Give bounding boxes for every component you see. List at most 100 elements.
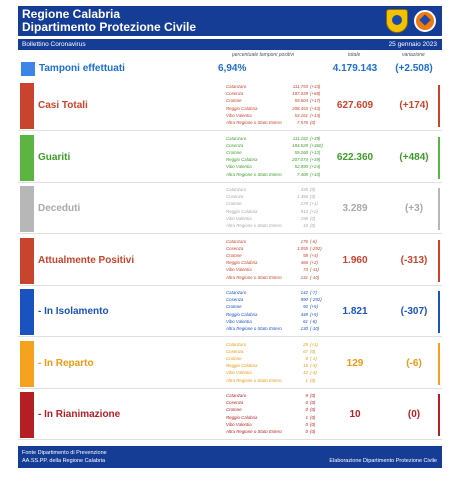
province-row: Crotone 59.604 (+17) [226,98,326,104]
province-delta: (+17) [310,98,321,104]
province-row: Vibo Valentia 0 (0) [226,422,326,428]
province-value: 435 [300,187,308,192]
province-row: Catanzaro 435 (0) [226,187,326,193]
footer-source-line2: AA.SS.PP. della Regione Calabria [22,458,106,464]
province-row: Reggio Calabria 466 (+2) [226,260,326,266]
footer-source-line1: Fonte Dipartimento di Prevenzione [22,450,107,456]
province-value: 278 [300,201,308,207]
province-delta: (-10) [310,274,320,280]
province-delta: (+2) [310,260,318,266]
province-value: 207.074 [292,157,308,163]
province-value: 50 [303,304,308,310]
province-value: 53.161 [294,112,308,118]
province-name: Reggio Calabria [226,260,258,266]
province-value: 16 [303,223,308,228]
province-value: 0 [305,421,308,427]
section-edge-accent [438,239,440,282]
province-row: Catanzaro 111.182 (+39) [226,136,326,142]
province-delta: (+33) [310,84,321,89]
province-name: Crotone [226,98,242,104]
province-name: Vibo Valentia [226,267,252,273]
province-name: Cosenza [226,91,244,97]
section-row: - In Isolamento Catanzaro 142 (-7) Cosenza 99… [18,289,442,337]
province-delta: (+24) [310,164,321,170]
province-name: Catanzaro [226,84,247,89]
province-name: Reggio Calabria [226,414,258,420]
province-name: Cosenza [226,297,244,303]
section-divider [18,181,442,183]
column-header-total: totale [348,52,361,58]
province-value: 1.456 [297,194,308,200]
tamponi-color-bar [21,62,35,76]
province-delta: (0) [310,414,316,420]
section-total: 627.609 [336,100,374,111]
province-delta: (-292) [310,297,322,303]
section-color-bar [20,340,34,387]
column-header-pct: percentuale tamponi positivi [232,52,294,58]
province-row: Cosenza 990 (-292) [226,297,326,303]
province-name: Catanzaro [226,238,247,244]
province-delta: (0) [310,348,316,354]
province-row: Cosenza 187.039 (+68) [226,91,326,97]
province-value: 466 [300,260,308,266]
section-color-bar [20,134,34,181]
section-divider [18,387,442,389]
province-row: Vibo Valentia 198 (0) [226,216,326,222]
province-list: Catanzaro 142 (-7) Cosenza 990 (-292) Crotone 5… [226,290,326,334]
province-delta: (0) [310,400,316,406]
section-color-bar [20,83,34,129]
province-name: Catanzaro [226,135,247,141]
section-total: 622.360 [336,151,374,163]
province-value: 52.890 [294,164,308,170]
province-value: 0 [305,400,308,406]
section-variation: (+174) [399,100,429,111]
province-delta: (+5) [310,311,318,317]
section-variation: (0) [407,409,421,420]
province-value: 61 [303,318,308,324]
province-delta: (+4) [310,252,318,258]
province-row: Cosenza 184.528 (+360) [226,143,326,149]
province-value: 208.453 [292,105,308,111]
province-name: Vibo Valentia [226,164,252,170]
province-delta: (+1) [310,201,318,207]
section-color-bar [20,289,34,335]
province-value: 111.182 [292,135,308,141]
section-total: 129 [346,357,364,369]
province-value: 9 [305,393,308,398]
province-name: Crotone [226,304,242,310]
section-variation: (-307) [400,306,428,317]
province-value: 913 [300,208,308,214]
province-delta: (+10) [310,171,321,177]
province-name: Crotone [226,149,242,155]
section-total: 3.289 [342,203,368,214]
province-row: Reggio Calabria 913 (+2) [226,209,326,215]
province-name: Crotone [226,407,242,413]
section-edge-accent [438,85,440,127]
province-row: Altra Regione o Stato Estero 0 (0) [226,429,326,435]
province-row: Altra Regione o Stato Estero 130 (-10) [226,326,326,332]
province-value: 1 [305,414,308,420]
section-color-bar [20,392,34,438]
province-value: 184.528 [292,142,308,148]
province-list: Catanzaro 111.793 (+33) Cosenza 187.039 (+68)… [226,84,326,128]
section-divider [18,233,442,234]
province-row: Crotone 50 (+5) [226,304,326,310]
section-divider [18,284,442,286]
province-row: Crotone 278 (+1) [226,201,326,207]
bulletin-name: Bollettino Coronavirus [22,41,86,48]
province-name: Catanzaro [226,290,247,295]
province-value: 59.604 [294,98,308,104]
province-list: Catanzaro 9 (0) Cosenza 0 (0) Crotone 0 (0) Reggi… [226,393,326,437]
province-delta: (-6) [310,238,317,244]
province-row: Altra Regione o Stato Estero 7.576 (0) [226,120,326,126]
province-row: Crotone 59.268 (+12) [226,150,326,156]
province-row: Vibo Valentia 12 (-3) [226,370,326,376]
province-list: Catanzaro 435 (0) Cosenza 1.456 (0) Crotone 278… [226,187,326,231]
province-name: Altra Regione o Stato Estero [226,223,282,228]
province-value: 58 [303,252,308,258]
province-value: 198 [300,215,308,221]
province-value: 12 [303,370,308,376]
province-row: Crotone 8 (-1) [226,356,326,362]
section-label: - In Isolamento [38,306,109,317]
section-label: Casi Totali [38,100,88,111]
